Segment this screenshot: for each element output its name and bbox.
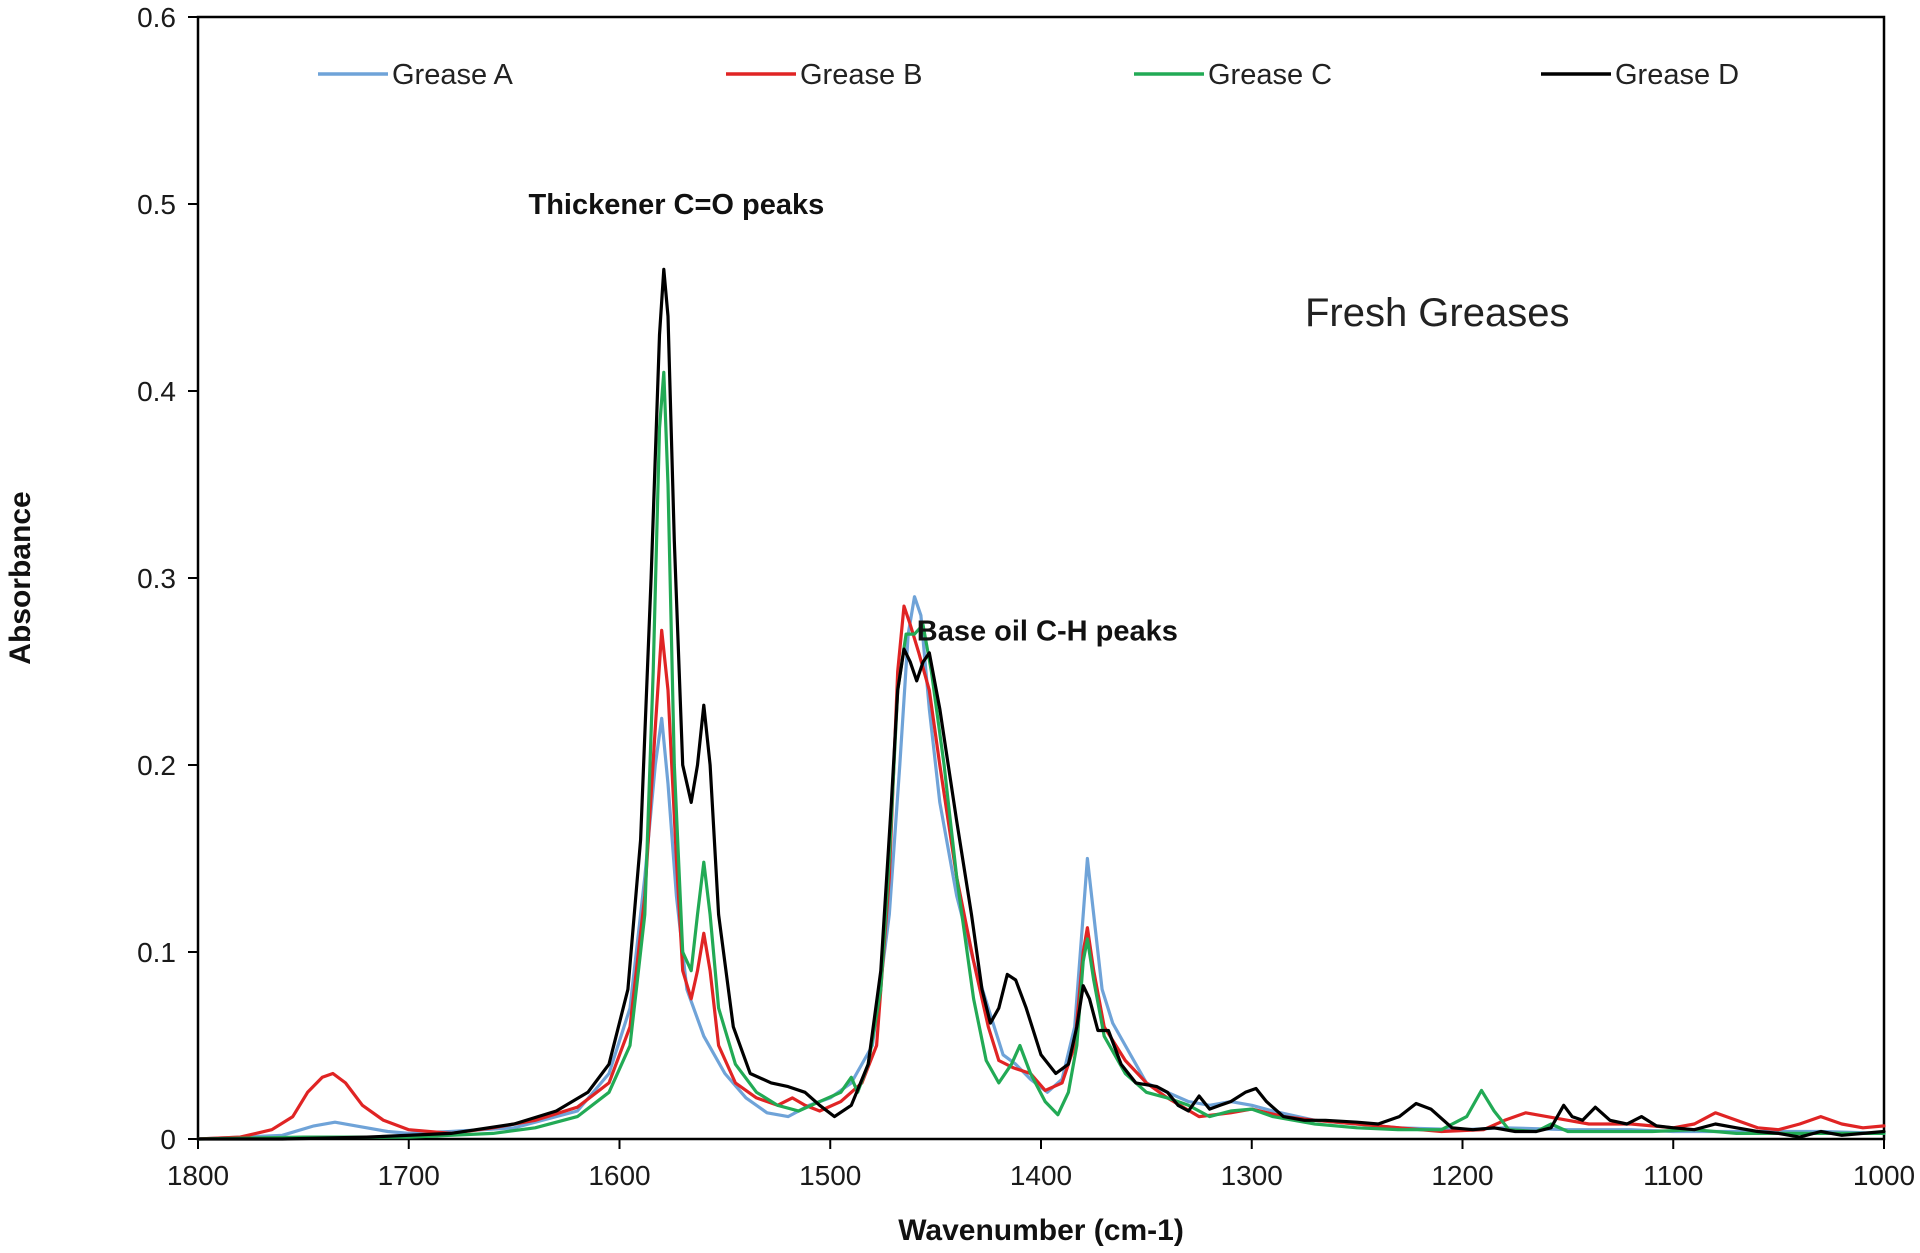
x-tick-label: 1500 <box>799 1160 861 1191</box>
annotation-text: Fresh Greases <box>1305 291 1570 335</box>
y-tick-label: 0 <box>160 1124 176 1155</box>
y-tick-label: 0.4 <box>137 376 176 407</box>
y-tick-label: 0.1 <box>137 937 176 968</box>
legend-label: Grease A <box>392 59 514 91</box>
series-line-grease-a <box>196 595 1886 1141</box>
legend-label: Grease C <box>1208 59 1332 91</box>
x-tick-label: 1000 <box>1853 1160 1915 1191</box>
y-tick-label: 0.2 <box>137 750 176 781</box>
x-tick-label: 1300 <box>1221 1160 1283 1191</box>
y-tick-label: 0.5 <box>137 189 176 220</box>
x-tick-label: 1700 <box>378 1160 440 1191</box>
annotations: Thickener C=O peaks Base oil C-H peaks Fre… <box>529 189 1570 647</box>
annotation-text: Thickener C=O peaks <box>529 189 825 221</box>
y-axis-title: Absorbance <box>4 491 37 664</box>
plot-frame <box>196 15 1886 1141</box>
x-axis-title: Wavenumber (cm-1) <box>898 1214 1184 1247</box>
y-tick-label: 0.6 <box>137 2 176 33</box>
legend: Grease A Grease B Grease C Grease D <box>318 59 1739 91</box>
legend-label: Grease B <box>800 59 923 91</box>
annotation-text: Base oil C-H peaks <box>917 615 1178 647</box>
y-tick-label: 0.3 <box>137 563 176 594</box>
x-tick-label: 1400 <box>1010 1160 1072 1191</box>
x-tick-label: 1100 <box>1643 1160 1703 1191</box>
series-line-grease-d <box>196 267 1886 1141</box>
series-line-grease-b <box>196 604 1886 1141</box>
x-tick-label: 1800 <box>167 1160 229 1191</box>
series-line-grease-c <box>196 370 1886 1141</box>
x-tick-label: 1200 <box>1431 1160 1493 1191</box>
y-axis: 0 0.1 0.2 0.3 0.4 0.5 0.6 <box>137 2 198 1155</box>
x-tick-label: 1600 <box>588 1160 650 1191</box>
series-lines <box>196 267 1886 1141</box>
x-axis: 1800 1700 1600 1500 1400 1300 1200 1100 1000 <box>167 1139 1915 1191</box>
legend-label: Grease D <box>1615 59 1739 91</box>
